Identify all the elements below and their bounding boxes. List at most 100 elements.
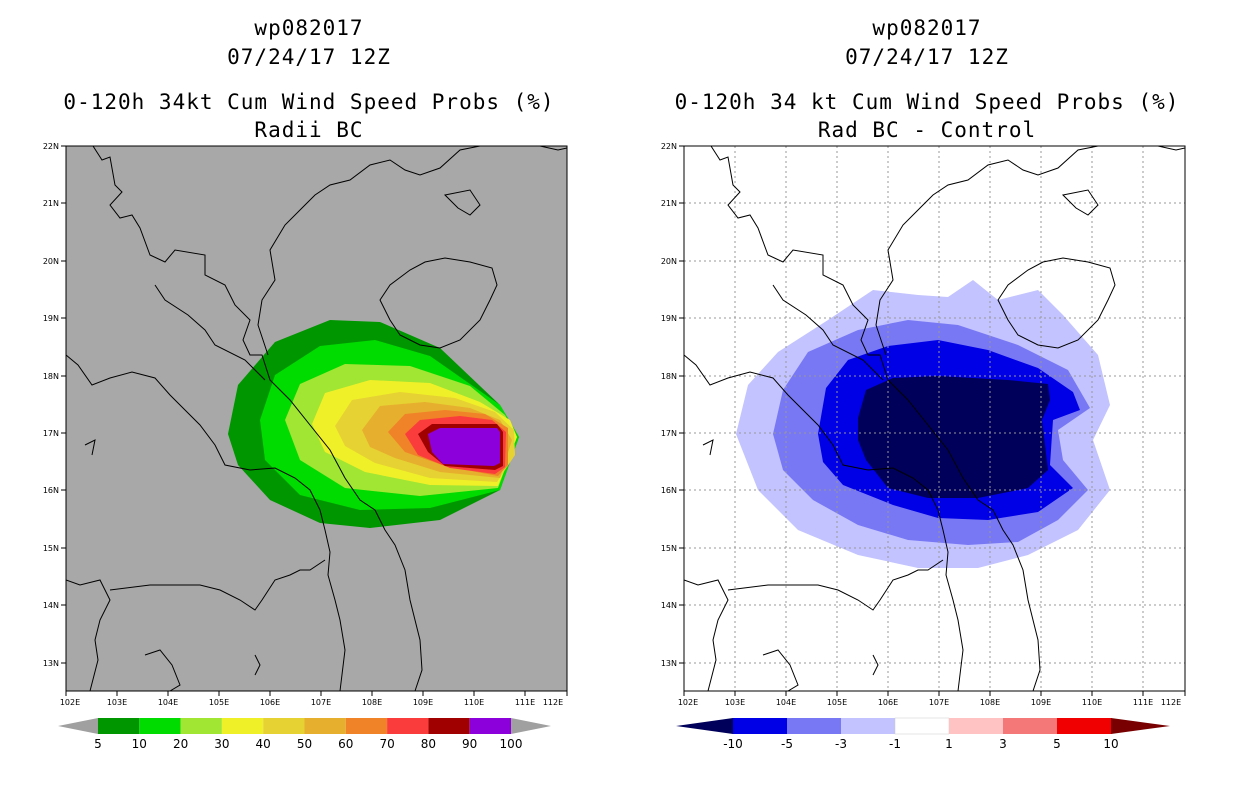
colorbar-under-triangle	[58, 718, 98, 734]
colorbar-segment	[387, 718, 429, 734]
product-title: 0-120h 34 kt Cum Wind Speed Probs (%)	[674, 90, 1180, 114]
colorbar-label: 5	[1053, 737, 1061, 751]
lon-label: 109E	[1031, 698, 1051, 707]
lat-label: 22N	[661, 142, 677, 151]
lat-label: 14N	[661, 601, 677, 610]
lat-label: 15N	[661, 544, 677, 553]
colorbar-label: 60	[338, 737, 353, 751]
lat-label: 17N	[661, 429, 677, 438]
colorbar-segment	[733, 718, 787, 734]
colorbar-under-triangle	[676, 718, 733, 734]
longitude-ticks	[683, 691, 1186, 696]
colorbar-label: 10	[1103, 737, 1118, 751]
lon-label: 102E	[60, 698, 80, 707]
lon-label: 110E	[1082, 698, 1102, 707]
panel-rad-bc-minus-control: wp082017 07/24/17 12Z 0-120h 34 kt Cum W…	[618, 0, 1236, 800]
colorbar	[676, 717, 1170, 735]
colorbar-segment	[841, 718, 895, 734]
colorbar-segment	[345, 718, 388, 734]
colorbar-label: 100	[500, 737, 523, 751]
colorbar-label: 3	[999, 737, 1007, 751]
lon-label: 103E	[107, 698, 127, 707]
probability-contours	[66, 146, 567, 691]
colorbar-label: -3	[835, 737, 847, 751]
colorbar	[58, 718, 551, 734]
diff-minus10-contour	[858, 376, 1050, 498]
longitude-labels: 102E 103E 104E 105E 106E 107E 108E 109E …	[678, 698, 1181, 707]
lat-label: 18N	[43, 372, 59, 381]
lon-label: 105E	[827, 698, 847, 707]
lat-label: 20N	[43, 257, 59, 266]
map-frame	[683, 145, 1186, 692]
storm-id-title: wp082017	[254, 16, 364, 40]
prob-90-contour	[428, 428, 500, 466]
lon-label: 111E	[1133, 698, 1153, 707]
colorbar-label: 1	[945, 737, 953, 751]
lon-label: 104E	[158, 698, 178, 707]
colorbar-segment	[180, 718, 222, 734]
colorbar-segment	[263, 718, 305, 734]
lat-label: 17N	[43, 429, 59, 438]
lon-label: 103E	[725, 698, 745, 707]
colorbar-label: 20	[173, 737, 188, 751]
lat-label: 16N	[661, 486, 677, 495]
lat-label: 16N	[43, 486, 59, 495]
lat-label: 19N	[43, 314, 59, 323]
colorbar-label: 40	[256, 737, 271, 751]
colorbar-segment	[894, 717, 950, 735]
lat-label: 19N	[661, 314, 677, 323]
colorbar-segment	[98, 718, 140, 734]
latitude-labels: 22N 21N 20N 19N 18N 17N 16N 15N 14N 13N	[43, 142, 59, 668]
experiment-title: Radii BC	[254, 118, 364, 142]
probability-map: 22N 21N 20N 19N 18N 17N 16N 15N 14N 13N …	[43, 142, 568, 751]
lon-label: 104E	[776, 698, 796, 707]
lat-label: 21N	[661, 199, 677, 208]
colorbar-segment	[428, 718, 470, 734]
colorbar-label: 30	[214, 737, 229, 751]
difference-contours	[684, 146, 1185, 691]
lon-label: 108E	[362, 698, 382, 707]
lon-label: 111E	[515, 698, 535, 707]
storm-id-title: wp082017	[872, 16, 982, 40]
colorbar-label: 10	[132, 737, 147, 751]
lon-label: 108E	[980, 698, 1000, 707]
colorbar-label: 90	[462, 737, 477, 751]
coastlines-and-borders	[66, 146, 567, 691]
colorbar-segment	[787, 718, 841, 734]
experiment-title: Rad BC - Control	[817, 118, 1037, 142]
colorbar-label: 80	[421, 737, 436, 751]
coastlines-and-borders	[684, 146, 1185, 691]
lon-label: 107E	[929, 698, 949, 707]
lat-label: 14N	[43, 601, 59, 610]
lat-label: 13N	[661, 659, 677, 668]
latitude-labels: 22N 21N 20N 19N 18N 17N 16N 15N 14N 13N	[661, 142, 677, 668]
lon-label: 112E	[543, 698, 563, 707]
panel-radii-bc: wp082017 07/24/17 12Z 0-120h 34kt Cum Wi…	[43, 16, 568, 751]
colorbar-over-triangle	[1111, 718, 1170, 734]
lon-label: 106E	[260, 698, 280, 707]
colorbar-label: -5	[781, 737, 793, 751]
lon-label: 112E	[1161, 698, 1181, 707]
colorbar-segment	[949, 718, 1003, 734]
colorbar-labels: 5 10 20 30 40 50 60 70 80 90 100	[94, 737, 522, 751]
latitude-ticks	[61, 145, 66, 664]
colorbar-label: -10	[723, 737, 743, 751]
lon-label: 106E	[878, 698, 898, 707]
colorbar-label: -1	[889, 737, 901, 751]
lon-label: 102E	[678, 698, 698, 707]
lat-label: 21N	[43, 199, 59, 208]
lon-label: 110E	[464, 698, 484, 707]
colorbar-segment	[1057, 718, 1111, 734]
colorbar-label: 50	[297, 737, 312, 751]
date-time-title: 07/24/17 12Z	[227, 45, 391, 69]
lat-label: 18N	[661, 372, 677, 381]
colorbar-segment	[1003, 718, 1057, 734]
date-time-title: 07/24/17 12Z	[845, 45, 1009, 69]
colorbar-labels: -10 -5 -3 -1 1 3 5 10	[723, 737, 1118, 751]
latitude-ticks	[679, 145, 684, 664]
colorbar-segment	[469, 718, 511, 734]
lat-label: 20N	[661, 257, 677, 266]
colorbar-over-triangle	[511, 718, 551, 734]
lat-label: 15N	[43, 544, 59, 553]
map-frame	[65, 145, 568, 692]
